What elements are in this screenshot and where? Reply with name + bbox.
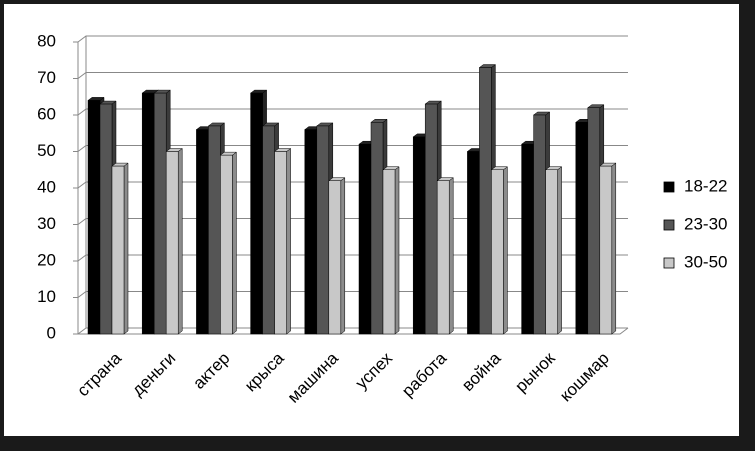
bar-side [177,148,183,335]
bar-side [503,166,508,335]
legend-swatch [663,181,675,193]
grid-line [77,145,628,152]
bar [87,100,101,335]
bar [208,125,221,335]
legend-label: 18-22 [684,176,727,195]
y-tick-label: 60 [37,104,56,123]
y-tick-label: 30 [37,214,56,233]
legend-label: 23-30 [684,214,727,233]
bar [533,114,546,335]
bar [479,67,492,335]
bar [436,180,450,335]
grid-line [77,108,628,116]
bar [262,125,275,335]
bar-side [611,162,617,335]
legend-swatch [663,219,675,231]
bar [587,107,601,335]
legend-label: 30-50 [684,252,727,271]
grid-line [77,35,628,43]
bar [358,143,372,335]
bar [304,129,318,335]
bar [370,122,384,335]
y-tick-label: 50 [37,141,56,160]
bar [250,92,263,335]
bar [575,122,589,335]
bar [165,151,179,335]
bar [382,169,396,335]
y-tick-label: 80 [37,31,56,50]
bar-side [286,148,291,335]
bar [274,151,287,335]
bar-side [448,177,454,335]
bar [111,165,125,335]
grid-line [77,72,628,79]
y-tick-label: 20 [37,250,56,269]
bar [220,154,233,335]
bar [521,143,534,335]
bar [328,180,342,335]
bar [316,125,330,335]
bar [545,169,558,335]
bar-side [557,166,562,335]
legend-swatch [663,257,675,269]
bar [491,169,504,335]
y-tick-label: 0 [47,323,56,342]
bar [467,151,480,335]
bar [599,165,613,335]
y-tick-label: 40 [37,177,56,196]
bar [99,103,113,335]
bar [196,129,209,335]
bar [412,136,426,335]
y-tick-label: 70 [37,68,56,87]
bar-side [123,162,129,335]
y-tick-label: 10 [37,287,56,306]
bar-side [394,166,400,335]
bar [141,92,155,335]
bar-side [340,177,346,335]
bar [153,92,167,335]
bar [424,103,438,335]
bar-side [232,151,237,335]
